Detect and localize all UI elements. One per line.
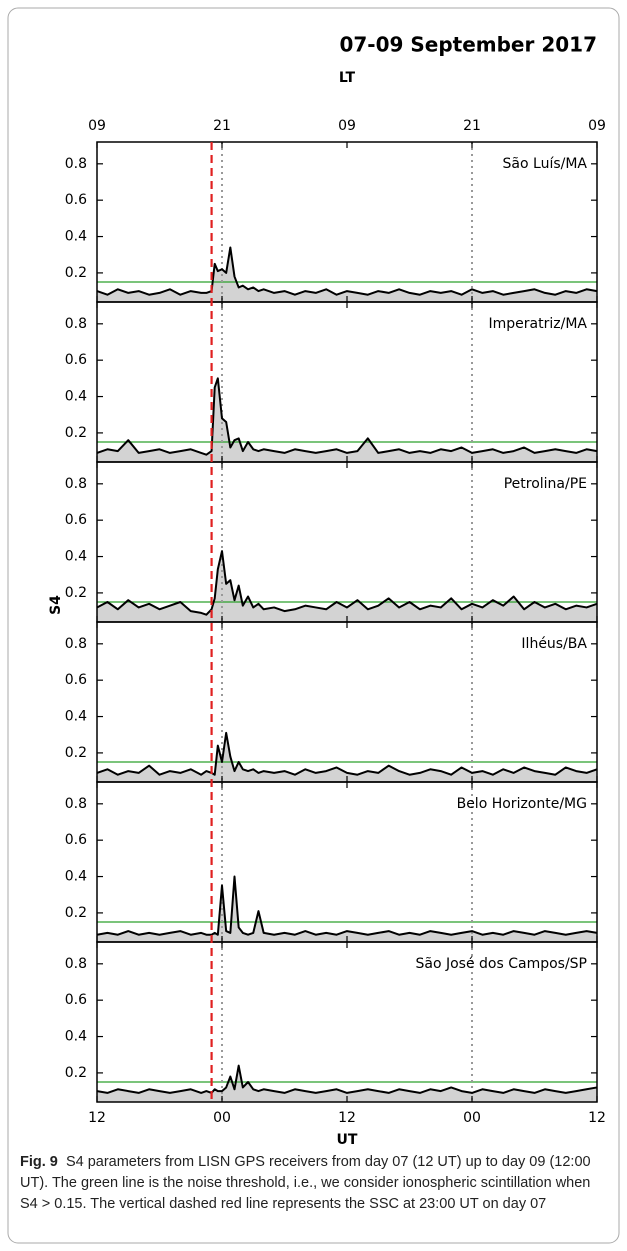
y-tick-label: 0.8 <box>65 316 87 332</box>
y-tick-label: 0.8 <box>65 476 87 492</box>
top-tick-label: 09 <box>338 118 356 134</box>
y-tick-label: 0.8 <box>65 956 87 972</box>
y-tick-label: 0.6 <box>65 672 87 688</box>
y-tick-label: 0.2 <box>65 585 87 601</box>
y-tick-label: 0.2 <box>65 1065 87 1081</box>
station-name: São José dos Campos/SP <box>415 956 587 972</box>
y-axis-label: S4 <box>48 595 64 615</box>
x-tick-label: 12 <box>88 1110 106 1126</box>
x-tick-label: 12 <box>588 1110 606 1126</box>
area <box>97 551 597 622</box>
station-name: Belo Horizonte/MG <box>457 796 587 812</box>
y-tick-label: 0.8 <box>65 156 87 172</box>
area <box>97 378 597 462</box>
line <box>96 875 598 936</box>
top-axis-label: LT <box>339 70 356 86</box>
x-tick-label: 12 <box>338 1110 356 1126</box>
line <box>96 246 598 296</box>
station-name: Petrolina/PE <box>504 476 587 492</box>
station-name: São Luís/MA <box>503 156 588 172</box>
y-tick-label: 0.4 <box>65 1029 87 1045</box>
y-tick-label: 0.6 <box>65 992 87 1008</box>
y-tick-label: 0.4 <box>65 709 87 725</box>
x-tick-label: 00 <box>463 1110 481 1126</box>
y-tick-label: 0.2 <box>65 745 87 761</box>
y-tick-label: 0.6 <box>65 832 87 848</box>
y-tick-label: 0.8 <box>65 796 87 812</box>
top-tick-label: 09 <box>88 118 106 134</box>
caption-text: S4 parameters from LISN GPS receivers fr… <box>20 1154 591 1212</box>
y-tick-label: 0.2 <box>65 905 87 921</box>
y-tick-label: 0.2 <box>65 265 87 281</box>
y-tick-label: 0.4 <box>65 229 87 245</box>
line <box>96 377 598 456</box>
line <box>96 550 598 616</box>
area <box>97 732 597 782</box>
top-tick-label: 21 <box>213 118 231 134</box>
top-tick-label: 21 <box>463 118 481 134</box>
area <box>97 247 597 302</box>
line <box>96 731 598 776</box>
top-tick-label: 09 <box>588 118 606 134</box>
y-tick-label: 0.4 <box>65 869 87 885</box>
station-name: Ilhéus/BA <box>521 636 587 652</box>
y-tick-label: 0.4 <box>65 549 87 565</box>
y-tick-label: 0.6 <box>65 512 87 528</box>
y-tick-label: 0.6 <box>65 352 87 368</box>
y-tick-label: 0.2 <box>65 425 87 441</box>
caption-label: Fig. 9 <box>20 1154 58 1170</box>
y-tick-label: 0.6 <box>65 192 87 208</box>
station-name: Imperatriz/MA <box>489 316 588 332</box>
figure-title: 07-09 September 2017 <box>339 33 597 57</box>
frame <box>7 7 620 1244</box>
y-tick-label: 0.4 <box>65 389 87 405</box>
caption: Fig. 9 S4 parameters from LISN GPS recei… <box>20 1152 608 1215</box>
line <box>96 1064 598 1094</box>
y-tick-label: 0.8 <box>65 636 87 652</box>
x-tick-label: 00 <box>213 1110 231 1126</box>
x-axis-label: UT <box>337 1132 358 1148</box>
